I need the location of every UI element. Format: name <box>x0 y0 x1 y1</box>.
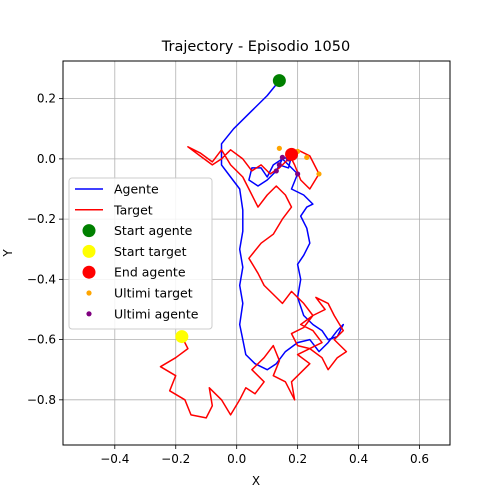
legend-label-ultimi-agente: Ultimi agente <box>114 306 199 321</box>
legend-label-start-target: Start target <box>114 244 187 259</box>
legend-box <box>68 177 213 330</box>
y-tick-label: −0.6 <box>27 333 56 347</box>
legend-label-ultimi-target: Ultimi target <box>114 286 193 301</box>
ultimi-agente-point <box>276 162 282 168</box>
y-tick-label: −0.4 <box>27 272 56 286</box>
ultimi-target-point <box>316 171 322 177</box>
x-tick-label: 0.2 <box>288 452 307 466</box>
x-tick-label: 0.4 <box>349 452 368 466</box>
legend-item-target: Target <box>75 202 153 217</box>
ultimi-target-point <box>276 145 282 151</box>
x-tick-label: 0.0 <box>227 452 246 466</box>
ultimi-target-point <box>304 154 310 160</box>
x-tick-label: −0.2 <box>161 452 190 466</box>
legend-swatch-start-agente <box>82 224 96 238</box>
plot-area <box>159 74 348 419</box>
ultimi-agente-point <box>273 168 279 174</box>
legend-item-end-agente: End agente <box>82 265 186 280</box>
x-tick-label: 0.6 <box>410 452 429 466</box>
legend: Agente Target Start agente Start target End … <box>68 177 213 330</box>
plot-frame <box>62 60 451 446</box>
legend-label-start-agente: Start agente <box>114 223 193 238</box>
chart-title: Trajectory - Episodio 1050 <box>161 39 350 55</box>
end-agente-marker <box>285 147 299 161</box>
y-tick-label: 0.2 <box>37 92 56 106</box>
x-axis-label: X <box>252 474 260 488</box>
legend-label-target: Target <box>113 202 153 217</box>
ultimi-agente-point <box>279 154 286 160</box>
y-axis-label: Y <box>1 249 15 258</box>
legend-swatch-start-target <box>82 244 96 258</box>
start-agente-marker <box>272 74 286 88</box>
legend-swatch-end-agente <box>82 265 96 279</box>
legend-label-agente: Agente <box>114 182 159 197</box>
target-trajectory-line <box>159 146 348 419</box>
agente-trajectory-line <box>220 80 345 371</box>
y-tick-label: −0.8 <box>27 393 56 407</box>
legend-item-start-target: Start target <box>82 244 187 259</box>
legend-item-ultimi-agente: Ultimi agente <box>86 306 199 321</box>
legend-item-start-agente: Start agente <box>82 223 193 238</box>
legend-label-end-agente: End agente <box>114 265 186 280</box>
legend-swatch-ultimi-target <box>86 290 92 296</box>
ultimi-agente-point <box>295 171 301 177</box>
legend-item-agente: Agente <box>75 182 159 197</box>
ticks: −0.4 −0.2 0.0 0.2 0.4 0.6 0.2 0.0 −0.2 −0.4 −0.6 −0… <box>27 92 429 466</box>
legend-item-ultimi-target: Ultimi target <box>86 286 193 301</box>
x-tick-label: −0.4 <box>100 452 129 466</box>
y-tick-label: 0.0 <box>37 152 56 166</box>
y-tick-label: −0.2 <box>27 212 56 226</box>
start-target-marker <box>175 330 189 344</box>
legend-swatch-ultimi-agente <box>86 311 92 317</box>
